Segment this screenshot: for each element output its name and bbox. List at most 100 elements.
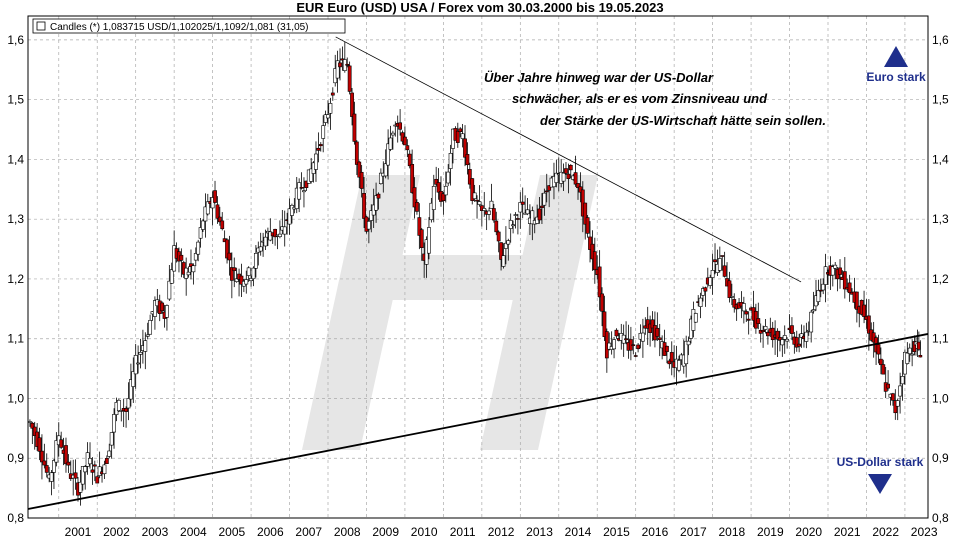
x-tick-label: 2020 [795,525,822,539]
candle-body [145,334,150,337]
candle-body [419,229,424,248]
candle-body [191,265,196,273]
candle-body [314,153,318,170]
candle-body [842,271,847,290]
x-tick-label: 2002 [103,525,130,539]
candle-body [833,264,838,269]
candle-body [193,253,198,261]
y-tick-label-right: 1,3 [932,212,949,226]
candle-body [544,190,549,193]
candle-body [316,147,321,151]
candle-body [443,185,448,196]
candle-body [602,311,607,338]
candle-body [52,460,56,473]
candle-body [458,128,463,132]
candle-body [37,437,42,452]
candle-body [797,343,802,347]
candle-body [318,144,323,147]
y-tick-label-right: 0,9 [932,451,949,465]
candle-body [66,461,71,466]
candle-body [701,288,705,296]
candle-body [881,364,886,375]
candle-body [561,172,566,182]
candle-body [49,472,54,482]
candle-body [169,269,174,284]
trendline-thin [335,36,802,283]
candle-body [794,337,799,348]
candle-body [741,303,746,312]
candle-body [217,216,222,223]
candle-body [263,236,268,247]
candle-body [811,309,816,312]
trendline-bold [27,333,929,510]
candle-body [227,252,232,261]
candle-body [631,344,636,346]
candle-body [838,267,842,275]
candle-body [78,481,83,493]
note-line-1: Über Jahre hinweg war der US-Dollar [484,70,714,85]
candle-body [282,226,287,235]
candle-body [30,422,35,429]
candle-body [530,210,535,225]
candle-body [455,130,460,143]
y-tick-label-left: 0,8 [7,511,24,525]
candle-body [525,209,530,215]
x-tick-label: 2021 [834,525,861,539]
candle-body [369,210,374,221]
candle-body [328,103,333,114]
candle-body [359,171,364,189]
candle-body [44,465,49,473]
y-tick-label-right: 1,5 [932,93,949,107]
candle-body [785,338,790,342]
candle-body [886,383,890,389]
candle-body [366,221,371,230]
candle-body [698,297,703,307]
candle-body [179,254,184,261]
candle-body [362,193,366,219]
candle-body [585,217,590,234]
candle-body [131,371,136,387]
candle-body [818,289,823,292]
candle-body [460,133,465,139]
candle-body [352,113,357,142]
candle-body [770,327,775,341]
candle-body [436,182,441,193]
candle-body [92,464,97,467]
y-tick-label-right: 1,4 [932,152,949,166]
candle-body [133,354,138,375]
candle-body [780,339,785,346]
candle-body [648,323,653,333]
candle-body [104,458,109,464]
x-tick-label: 2001 [65,525,92,539]
candle-body [503,242,508,249]
usd-strong-marker: US-Dollar stark [837,455,924,494]
candle-body [482,208,487,211]
candle-body [213,190,217,203]
plot-frame [27,15,929,519]
x-tick-label: 2022 [872,525,899,539]
candle-body [405,145,410,151]
y-tick-label-right: 1,2 [932,272,949,286]
candle-body [816,290,821,302]
candle-body [487,210,491,215]
candle-body [900,376,905,385]
euro-strong-label: Euro stark [866,70,926,84]
candle-body [717,258,722,271]
arrow-up-icon [884,46,908,67]
candle-body [496,231,501,242]
y-tick-label-left: 0,9 [7,451,24,465]
candle-body [357,161,362,178]
candle-body [847,282,852,294]
x-tick-label: 2014 [565,525,592,539]
candle-body [804,331,809,342]
legend-swatch [36,21,46,31]
candle-body [398,122,403,130]
candle-body [766,331,770,337]
candle-body [686,340,691,346]
candle-body [823,266,828,285]
candle-body [302,190,306,193]
candle-body [516,218,520,220]
candle-body [417,217,422,236]
candle-body [232,267,237,272]
